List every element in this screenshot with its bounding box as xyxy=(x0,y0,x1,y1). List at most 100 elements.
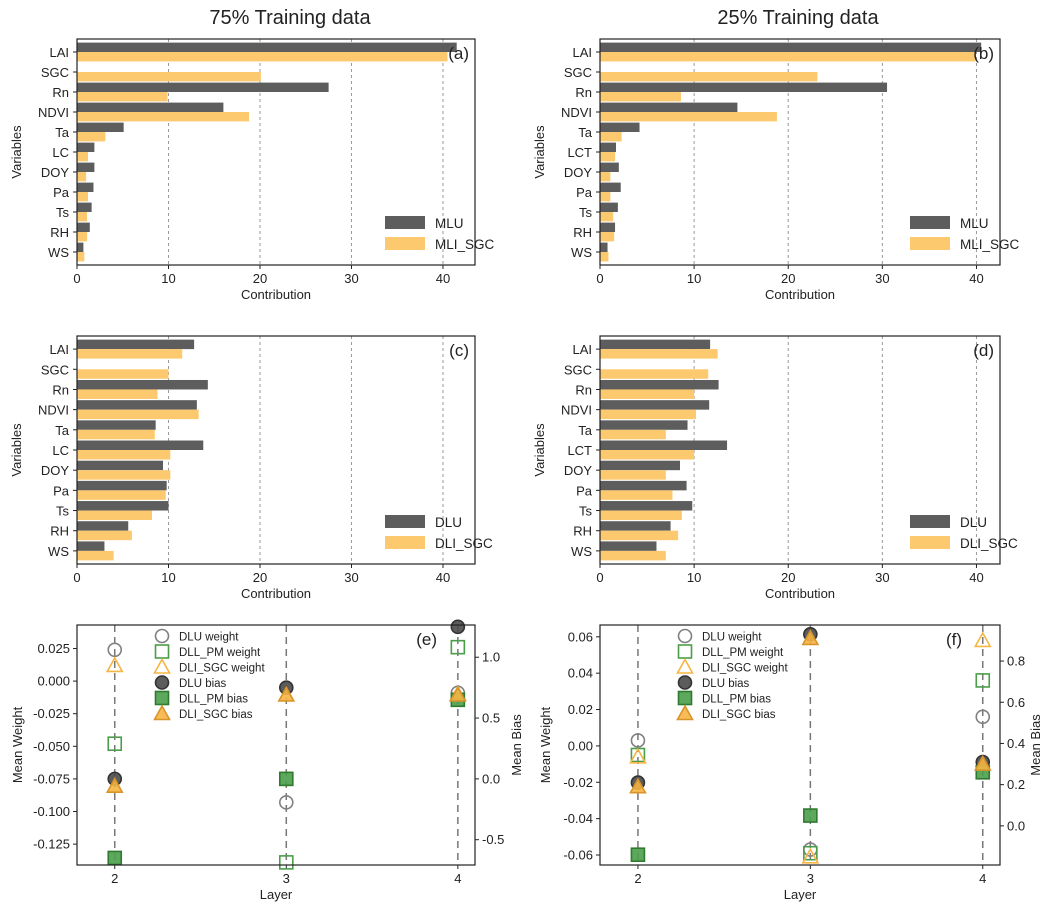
y-tick-label: Rn xyxy=(52,382,69,397)
y-axis-label: Mean Weight xyxy=(538,706,553,783)
legend-swatch-light xyxy=(910,237,950,250)
bar-dlu xyxy=(77,400,197,410)
bar-dlu xyxy=(77,339,195,350)
marker-dll-pm-bias xyxy=(803,808,818,823)
bar-mli_sgc xyxy=(77,172,87,182)
legend-marker xyxy=(677,628,693,644)
x-axis-label: Layer xyxy=(784,887,817,902)
marker-dll-pm-bias xyxy=(630,847,646,862)
bar-dlu xyxy=(77,460,164,471)
x-tick-label: 40 xyxy=(436,570,450,585)
x-tick-label: 4 xyxy=(979,871,986,886)
marker-dll-pm-weight xyxy=(803,845,818,861)
bar-dli_sgc xyxy=(77,409,199,420)
marker-dlu-bias xyxy=(450,619,466,635)
y-tick-label: -0.06 xyxy=(563,848,593,863)
y-axis-label: Variables xyxy=(532,423,547,477)
y2-axis-label: Mean Bias xyxy=(1028,714,1043,776)
bar-mli_sgc xyxy=(77,132,106,142)
x-axis-label: Layer xyxy=(260,887,293,902)
bar-mlu xyxy=(77,142,95,152)
y-tick-label: Pa xyxy=(53,185,70,200)
bar-dli_sgc xyxy=(600,389,695,399)
plot-frame xyxy=(599,335,1001,565)
plot-frame xyxy=(76,38,476,266)
y-tick-label: Pa xyxy=(576,185,593,200)
marker-dlu-weight xyxy=(630,733,646,748)
y-tick-label: NDVI xyxy=(561,105,592,120)
bar-mlu xyxy=(77,102,224,112)
bar-mli_sgc xyxy=(600,72,818,82)
y-tick-label: NDVI xyxy=(38,403,69,418)
legend-label: DLI_SGC bias xyxy=(179,709,253,721)
y-tick-label: NDVI xyxy=(38,105,69,120)
marker-dli-sgc-weight xyxy=(105,656,124,673)
x-tick-label: 10 xyxy=(161,570,175,585)
panel-d: 0 10 20 30 40 LAI SGC Rn NDVI Ta LCT DOY Pa Ts RH WS (d)… xyxy=(532,335,1018,601)
y-tick-label: 0.025 xyxy=(37,641,70,656)
y-tick-label: -0.02 xyxy=(563,775,593,790)
y-tick-label: DOY xyxy=(564,165,593,180)
legend-swatch-dark xyxy=(910,515,950,528)
bar-dlu xyxy=(600,541,657,551)
panel-c: 0 10 20 30 40 LAI SGC Rn NDVI Ta LC DOY Pa Ts RH WS (c) C… xyxy=(9,335,493,601)
x-tick-label: 10 xyxy=(687,570,701,585)
y-tick-label: WS xyxy=(571,245,592,260)
y-tick-label: DOY xyxy=(41,165,70,180)
y-tick-label: Rn xyxy=(52,85,69,100)
legend-marker xyxy=(677,644,693,659)
bar-dli_sgc xyxy=(77,550,114,561)
bar-mli_sgc xyxy=(77,152,88,162)
bar-mli_sgc xyxy=(77,232,88,242)
bar-dlu xyxy=(77,541,105,551)
legend-label: DLL_PM bias xyxy=(702,694,771,706)
bar-mlu xyxy=(77,182,94,192)
bar-dli_sgc xyxy=(77,510,153,521)
bar-mli_sgc xyxy=(600,192,611,202)
bar-dlu xyxy=(600,501,693,511)
bar-mlu xyxy=(77,122,124,132)
title-25: 25% Training data xyxy=(717,7,879,29)
y2-tick-label: 0.8 xyxy=(1007,654,1025,669)
marker-dll-pm-weight xyxy=(278,855,294,870)
legend-label: DLU bias xyxy=(179,678,227,690)
bar-dli_sgc xyxy=(77,349,183,359)
x-axis-label: Contribution xyxy=(241,586,311,601)
x-tick-label: 20 xyxy=(253,570,267,585)
bar-mlu xyxy=(77,202,92,212)
panel-label: (a) xyxy=(448,44,469,63)
x-tick-label: 0 xyxy=(596,271,603,286)
y-tick-label: RH xyxy=(573,225,592,240)
x-tick-label: 0 xyxy=(73,271,80,286)
y2-tick-label: -0.5 xyxy=(482,832,504,847)
bar-dli_sgc xyxy=(600,349,718,359)
bar-mlu xyxy=(600,82,888,92)
bar-dli_sgc xyxy=(77,389,158,399)
bar-dlu xyxy=(77,521,129,531)
bar-dli_sgc xyxy=(77,530,132,541)
bar-dli_sgc xyxy=(600,450,695,460)
legend-swatch-dark xyxy=(910,216,950,229)
y-tick-label: 0.02 xyxy=(568,702,593,717)
x-tick-label: 3 xyxy=(283,871,290,886)
legend-label: DLU bias xyxy=(702,678,750,690)
marker-dll-pm-weight xyxy=(450,639,466,655)
y-tick-label: SGC xyxy=(41,65,69,80)
plot-frame xyxy=(599,38,1001,266)
bar-mlu xyxy=(77,82,329,92)
legend-label: DLI_SGC bias xyxy=(702,709,776,721)
bar-mlu xyxy=(600,102,738,112)
x-tick-label: 40 xyxy=(969,570,983,585)
bar-dli_sgc xyxy=(600,530,679,541)
x-tick-label: 10 xyxy=(161,271,175,286)
x-tick-label: 0 xyxy=(596,570,603,585)
bar-dlu xyxy=(600,379,719,390)
panel-e: 2 3 4 -0.125 -0.100 -0.075 -0.050 -0.025 0.000 0.… xyxy=(10,619,524,902)
y-tick-label: -0.025 xyxy=(33,706,70,721)
y-tick-label: Ts xyxy=(56,504,70,519)
legend-marker xyxy=(154,644,170,659)
legend-label: DLU weight xyxy=(179,632,239,644)
y-tick-label: RH xyxy=(573,524,592,539)
legend-marker xyxy=(154,628,170,644)
panel-a: 0 10 20 30 40 LAI SGC Rn NDVI Ta LC DOY Pa Ts RH WS (a) C… xyxy=(9,38,495,302)
